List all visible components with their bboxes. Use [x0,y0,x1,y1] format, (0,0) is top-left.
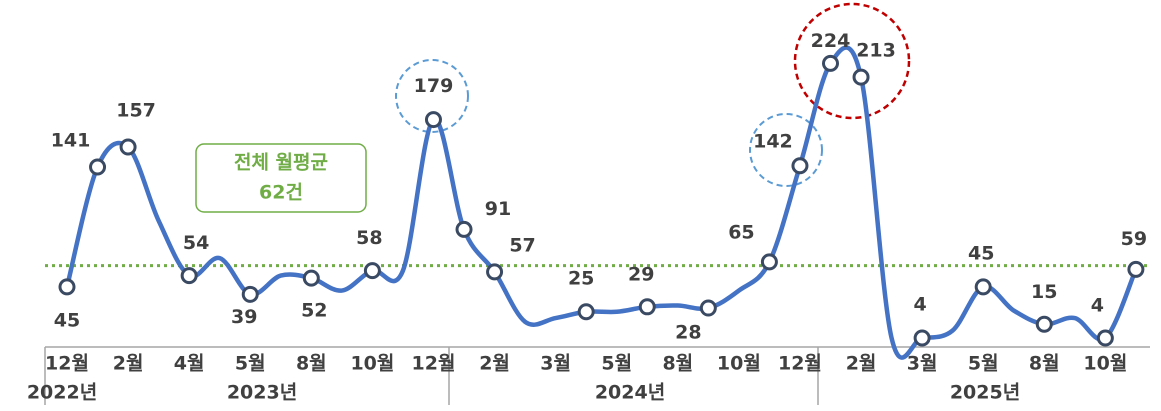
x-tick-label: 10월 [717,353,761,375]
value-label: 213 [856,40,896,62]
marker [1096,329,1114,347]
marker [699,299,717,317]
x-tick-label: 4월 [174,353,205,375]
marker [363,262,381,280]
x-tick-label: 12월 [778,353,822,375]
value-label: 91 [485,198,511,220]
marker [180,267,198,285]
x-tick-label: 2월 [846,353,877,375]
value-label: 142 [753,130,793,152]
marker [58,278,76,296]
x-tick-label: 8월 [662,353,693,375]
marker [760,253,778,271]
value-label: 224 [811,30,851,52]
value-label: 157 [116,100,156,122]
x-tick-label: 12월 [45,353,89,375]
year-label: 2024년 [595,382,665,404]
marker [89,158,107,176]
value-label: 29 [628,263,654,285]
marker [302,269,320,287]
x-tick-label: 10월 [1083,353,1127,375]
year-label: 2022년 [27,382,97,404]
average-label: 62건 [259,182,303,204]
value-label: 39 [231,306,257,328]
x-tick-label: 2월 [479,353,510,375]
x-tick-label: 8월 [296,353,327,375]
marker [1035,315,1053,333]
marker [486,263,504,281]
marker [424,111,442,129]
marker [638,298,656,316]
value-label: 58 [356,227,382,249]
value-label: 54 [183,232,209,254]
x-tick-label: 2월 [113,353,144,375]
marker [822,54,839,72]
marker [1127,260,1145,278]
marker [241,285,259,303]
value-label: 4 [1091,295,1104,317]
average-box [195,143,367,213]
highlight-circle [749,113,823,187]
value-label: 45 [968,242,994,264]
marker [119,138,137,156]
marker [577,303,595,321]
value-label: 28 [675,322,701,344]
x-tick-label: 8월 [1029,353,1060,375]
average-label: 전체 월평균 [234,152,328,174]
value-label: 45 [54,309,80,331]
x-tick-label: 3월 [540,353,571,375]
value-label: 52 [301,300,327,322]
year-label: 2023년 [227,382,297,404]
value-label: 65 [728,221,754,243]
value-label: 25 [568,267,594,289]
x-tick-label: 5월 [235,353,266,375]
value-label: 15 [1031,281,1057,303]
x-tick-label: 10월 [350,353,394,375]
highlight-circle [395,59,469,133]
marker [852,68,870,86]
marker [913,329,931,347]
value-label: 141 [51,130,91,152]
value-label: 59 [1121,228,1147,250]
value-label: 4 [914,294,927,316]
value-label: 179 [414,75,454,97]
value-label: 57 [509,234,535,256]
marker [791,157,809,175]
year-label: 2025년 [950,382,1020,404]
highlight-circle [793,2,911,120]
marker [455,220,473,238]
marker [974,278,992,296]
x-tick-label: 5월 [601,353,632,375]
x-tick-label: 12월 [412,353,456,375]
x-tick-label: 3월 [907,353,938,375]
x-tick-label: 5월 [968,353,999,375]
